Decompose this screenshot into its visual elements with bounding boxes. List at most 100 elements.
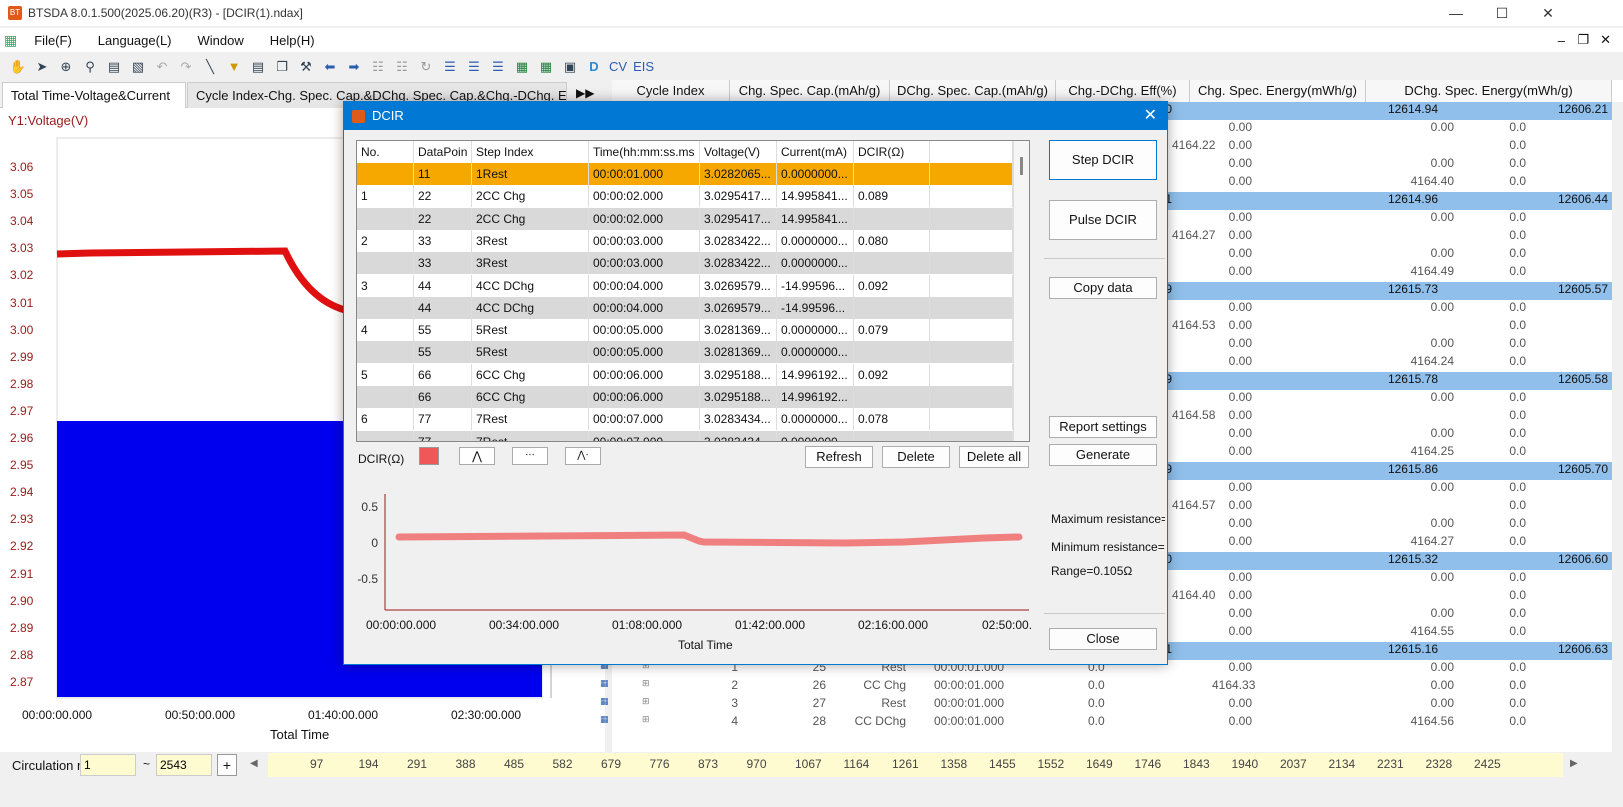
expand-icon[interactable]: ⊞ — [642, 660, 650, 670]
add-button[interactable]: + — [217, 754, 237, 776]
dcir-table-row[interactable]: 1 22 2CC Chg 00:00:02.000 3.0295417... 14.995… — [357, 185, 1013, 208]
cycle-detail-row[interactable]: 0.00 0.00 0.0 — [612, 210, 1612, 228]
grid-scrollbar[interactable] — [1612, 102, 1623, 752]
series-color-swatch[interactable] — [419, 447, 439, 465]
filter-icon[interactable]: ▼ — [227, 59, 241, 74]
line-tool-icon[interactable]: ╲ — [206, 59, 214, 74]
tab-scroll-right-icon[interactable]: ▶▶ — [576, 86, 595, 100]
grid-header[interactable]: Cycle Index — [612, 80, 730, 102]
cycle-detail-row[interactable]: 0.00 0.00 0.0 — [612, 606, 1612, 624]
copy-data-button[interactable]: Copy data — [1049, 277, 1157, 299]
line-style-icon[interactable]: ⋀ — [459, 447, 495, 465]
cycle-detail-row[interactable]: 0.00 0.00 0.0 — [612, 246, 1612, 264]
menu-help[interactable]: Help(H) — [269, 32, 315, 48]
column-header[interactable]: Time(hh:mm:ss.ms — [589, 141, 700, 163]
delete-all-button[interactable]: Delete all — [959, 446, 1029, 468]
d-icon[interactable]: D — [589, 59, 599, 74]
cycle-detail-row[interactable]: 0.00 4164.49 0.0 — [612, 264, 1612, 282]
mdi-minimize-button[interactable]: – — [1557, 32, 1565, 48]
generate-button[interactable]: Generate — [1049, 444, 1157, 466]
grid-header[interactable]: DChg. Spec. Cap.(mAh/g) — [890, 80, 1056, 102]
grid-header[interactable]: Chg.-DChg. Eff(%) — [1056, 80, 1190, 102]
close-window-button[interactable]: ✕ — [1542, 5, 1554, 21]
refresh-icon[interactable]: ↻ — [420, 59, 432, 74]
menu-window[interactable]: Window — [197, 32, 244, 48]
point-style-icon[interactable]: ⋅⋅⋅ — [512, 447, 548, 465]
table-scrollbar[interactable] — [1013, 141, 1029, 441]
cv-button[interactable]: CV — [609, 59, 628, 74]
close-button[interactable]: Close — [1049, 628, 1157, 650]
dcir-chart[interactable] — [344, 102, 1044, 666]
refresh-button[interactable]: Refresh — [805, 446, 873, 468]
table2-icon[interactable]: ☰ — [468, 59, 480, 74]
cycle-detail-row[interactable]: 0.00 0.00 0.0 — [612, 120, 1612, 138]
arrow-left-icon[interactable]: ⬅ — [324, 59, 336, 74]
cycle-detail-row[interactable]: 4164.57 0.00 0.0 — [612, 498, 1612, 516]
dcir-table-row[interactable]: 4 55 5Rest 00:00:05.000 3.0281369... 0.000000… — [357, 319, 1013, 342]
arrow-right-icon[interactable]: ➡ — [348, 59, 360, 74]
cycle-to-input[interactable] — [156, 754, 212, 776]
cycle-detail-row[interactable]: 4164.27 0.00 0.0 — [612, 228, 1612, 246]
menu-file[interactable]: File(F) — [34, 32, 72, 48]
expand-icon[interactable]: ⊞ — [642, 678, 650, 688]
menu-language[interactable]: Language(L) — [97, 32, 172, 48]
cycle-detail-row[interactable]: 4164.53 0.00 0.0 — [612, 318, 1612, 336]
maximize-button[interactable]: ☐ — [1495, 5, 1509, 21]
dcir-table-row[interactable]: 55 5Rest 00:00:05.000 3.0281369... 0.0000000… — [357, 341, 1013, 364]
zoom-in-icon[interactable]: ⊕ — [60, 59, 72, 74]
step-row[interactable]: ▦ ⊞ 3 27 Rest 00:00:01.000 0.0 0.00 0.00 0.0 — [600, 696, 1612, 714]
mdi-restore-button[interactable]: ❐ — [1577, 32, 1589, 47]
cycle-detail-row[interactable]: 0.00 4164.25 0.0 — [612, 444, 1612, 462]
dcir-table-row[interactable]: 11 1Rest 00:00:01.000 3.0282065... 0.0000000… — [357, 163, 1013, 185]
cycle-detail-row[interactable]: 0.00 4164.40 0.0 — [612, 174, 1612, 192]
reset-icon[interactable]: ▤ — [107, 59, 121, 74]
pointer-icon[interactable]: ➤ — [36, 59, 48, 74]
step-row[interactable]: ▦ ⊞ 4 28 CC DChg 00:00:01.000 0.0 0.00 4164.56 0.… — [600, 714, 1612, 732]
cycle-detail-row[interactable]: 0.00 0.00 0.0 — [612, 336, 1612, 354]
cycle-detail-row[interactable]: 0.00 0.00 0.0 — [612, 516, 1612, 534]
cycle-detail-row[interactable]: 4164.40 0.00 0.0 — [612, 588, 1612, 606]
cycle-detail-row[interactable]: 4164.58 0.00 0.0 — [612, 408, 1612, 426]
cycle-detail-row[interactable]: 0.00 0.00 0.0 — [612, 426, 1612, 444]
grid-header[interactable]: Chg. Spec. Energy(mWh/g) — [1190, 80, 1366, 102]
report-icon[interactable]: ▧ — [131, 59, 145, 74]
mdi-close-button[interactable]: ✕ — [1600, 32, 1611, 47]
undo-icon[interactable]: ↶ — [156, 59, 168, 74]
redo-icon[interactable]: ↷ — [180, 59, 192, 74]
step-dcir-button[interactable]: Step DCIR — [1049, 140, 1157, 180]
dcir-table-row[interactable]: 22 2CC Chg 00:00:02.000 3.0295417... 14.9958… — [357, 207, 1013, 230]
cycle-scale-bar[interactable]: 97 194 291 388 485 582 679 776 873 970 1067 1164 126… — [268, 753, 1563, 777]
dcir-table-row[interactable]: 77 7Rest 00:00:07.000 3.0283434... 0.0000000… — [357, 430, 1013, 441]
cycle-detail-row[interactable]: 0.00 0.00 0.0 — [612, 390, 1612, 408]
pulse-dcir-button[interactable]: Pulse DCIR — [1049, 200, 1157, 240]
dcir-table-row[interactable]: 5 66 6CC Chg 00:00:06.000 3.0295188... 14.996… — [357, 363, 1013, 386]
table-icon[interactable]: ☰ — [444, 59, 456, 74]
report-settings-button[interactable]: Report settings — [1049, 416, 1157, 438]
cycle-detail-row[interactable]: 0.00 4164.27 0.0 — [612, 534, 1612, 552]
excel-icon[interactable]: ▦ — [515, 59, 529, 74]
column-header[interactable]: DataPoin — [414, 141, 472, 163]
cycle-detail-row[interactable]: 0.00 0.00 0.0 — [612, 156, 1612, 174]
line-point-style-icon[interactable]: ⋀⋅ — [565, 447, 601, 465]
step-row[interactable]: ▦ ⊞ 2 26 CC Chg 00:00:01.000 0.0 4164.33 0.00 0.0 — [600, 678, 1612, 696]
column-header[interactable]: No. — [357, 141, 414, 163]
hand-icon[interactable]: ✋ — [9, 59, 27, 74]
expand-icon[interactable]: ⊞ — [642, 696, 650, 706]
column-header[interactable]: DCIR(Ω) — [854, 141, 930, 163]
merge-icon[interactable]: ☷ — [372, 59, 384, 74]
dcir-table-row[interactable]: 33 3Rest 00:00:03.000 3.0283422... 0.0000000… — [357, 252, 1013, 275]
excel2-icon[interactable]: ▦ — [539, 59, 553, 74]
cycle-detail-row[interactable]: 0.00 0.00 0.0 — [612, 570, 1612, 588]
cycle-detail-row[interactable]: 0.00 0.00 0.0 — [612, 300, 1612, 318]
grid-header[interactable]: DChg. Spec. Energy(mWh/g) — [1366, 80, 1612, 102]
grid-header[interactable]: Chg. Spec. Cap.(mAh/g) — [730, 80, 890, 102]
tab-voltage-current[interactable]: Total Time-Voltage&Current — [2, 82, 186, 108]
expand-icon[interactable]: ⊞ — [642, 714, 650, 724]
cycle-detail-row[interactable]: 0.00 0.00 0.0 — [612, 480, 1612, 498]
table3-icon[interactable]: ☰ — [492, 59, 504, 74]
dcir-table-row[interactable]: 6 77 7Rest 00:00:07.000 3.0283434... 0.000000… — [357, 408, 1013, 431]
zoom-icon[interactable]: ⚲ — [85, 59, 95, 74]
scale-right-icon[interactable]: ▶ — [1570, 758, 1578, 769]
copy-icon[interactable]: ❐ — [276, 59, 288, 74]
tool-icon[interactable]: ⚒ — [300, 59, 312, 74]
